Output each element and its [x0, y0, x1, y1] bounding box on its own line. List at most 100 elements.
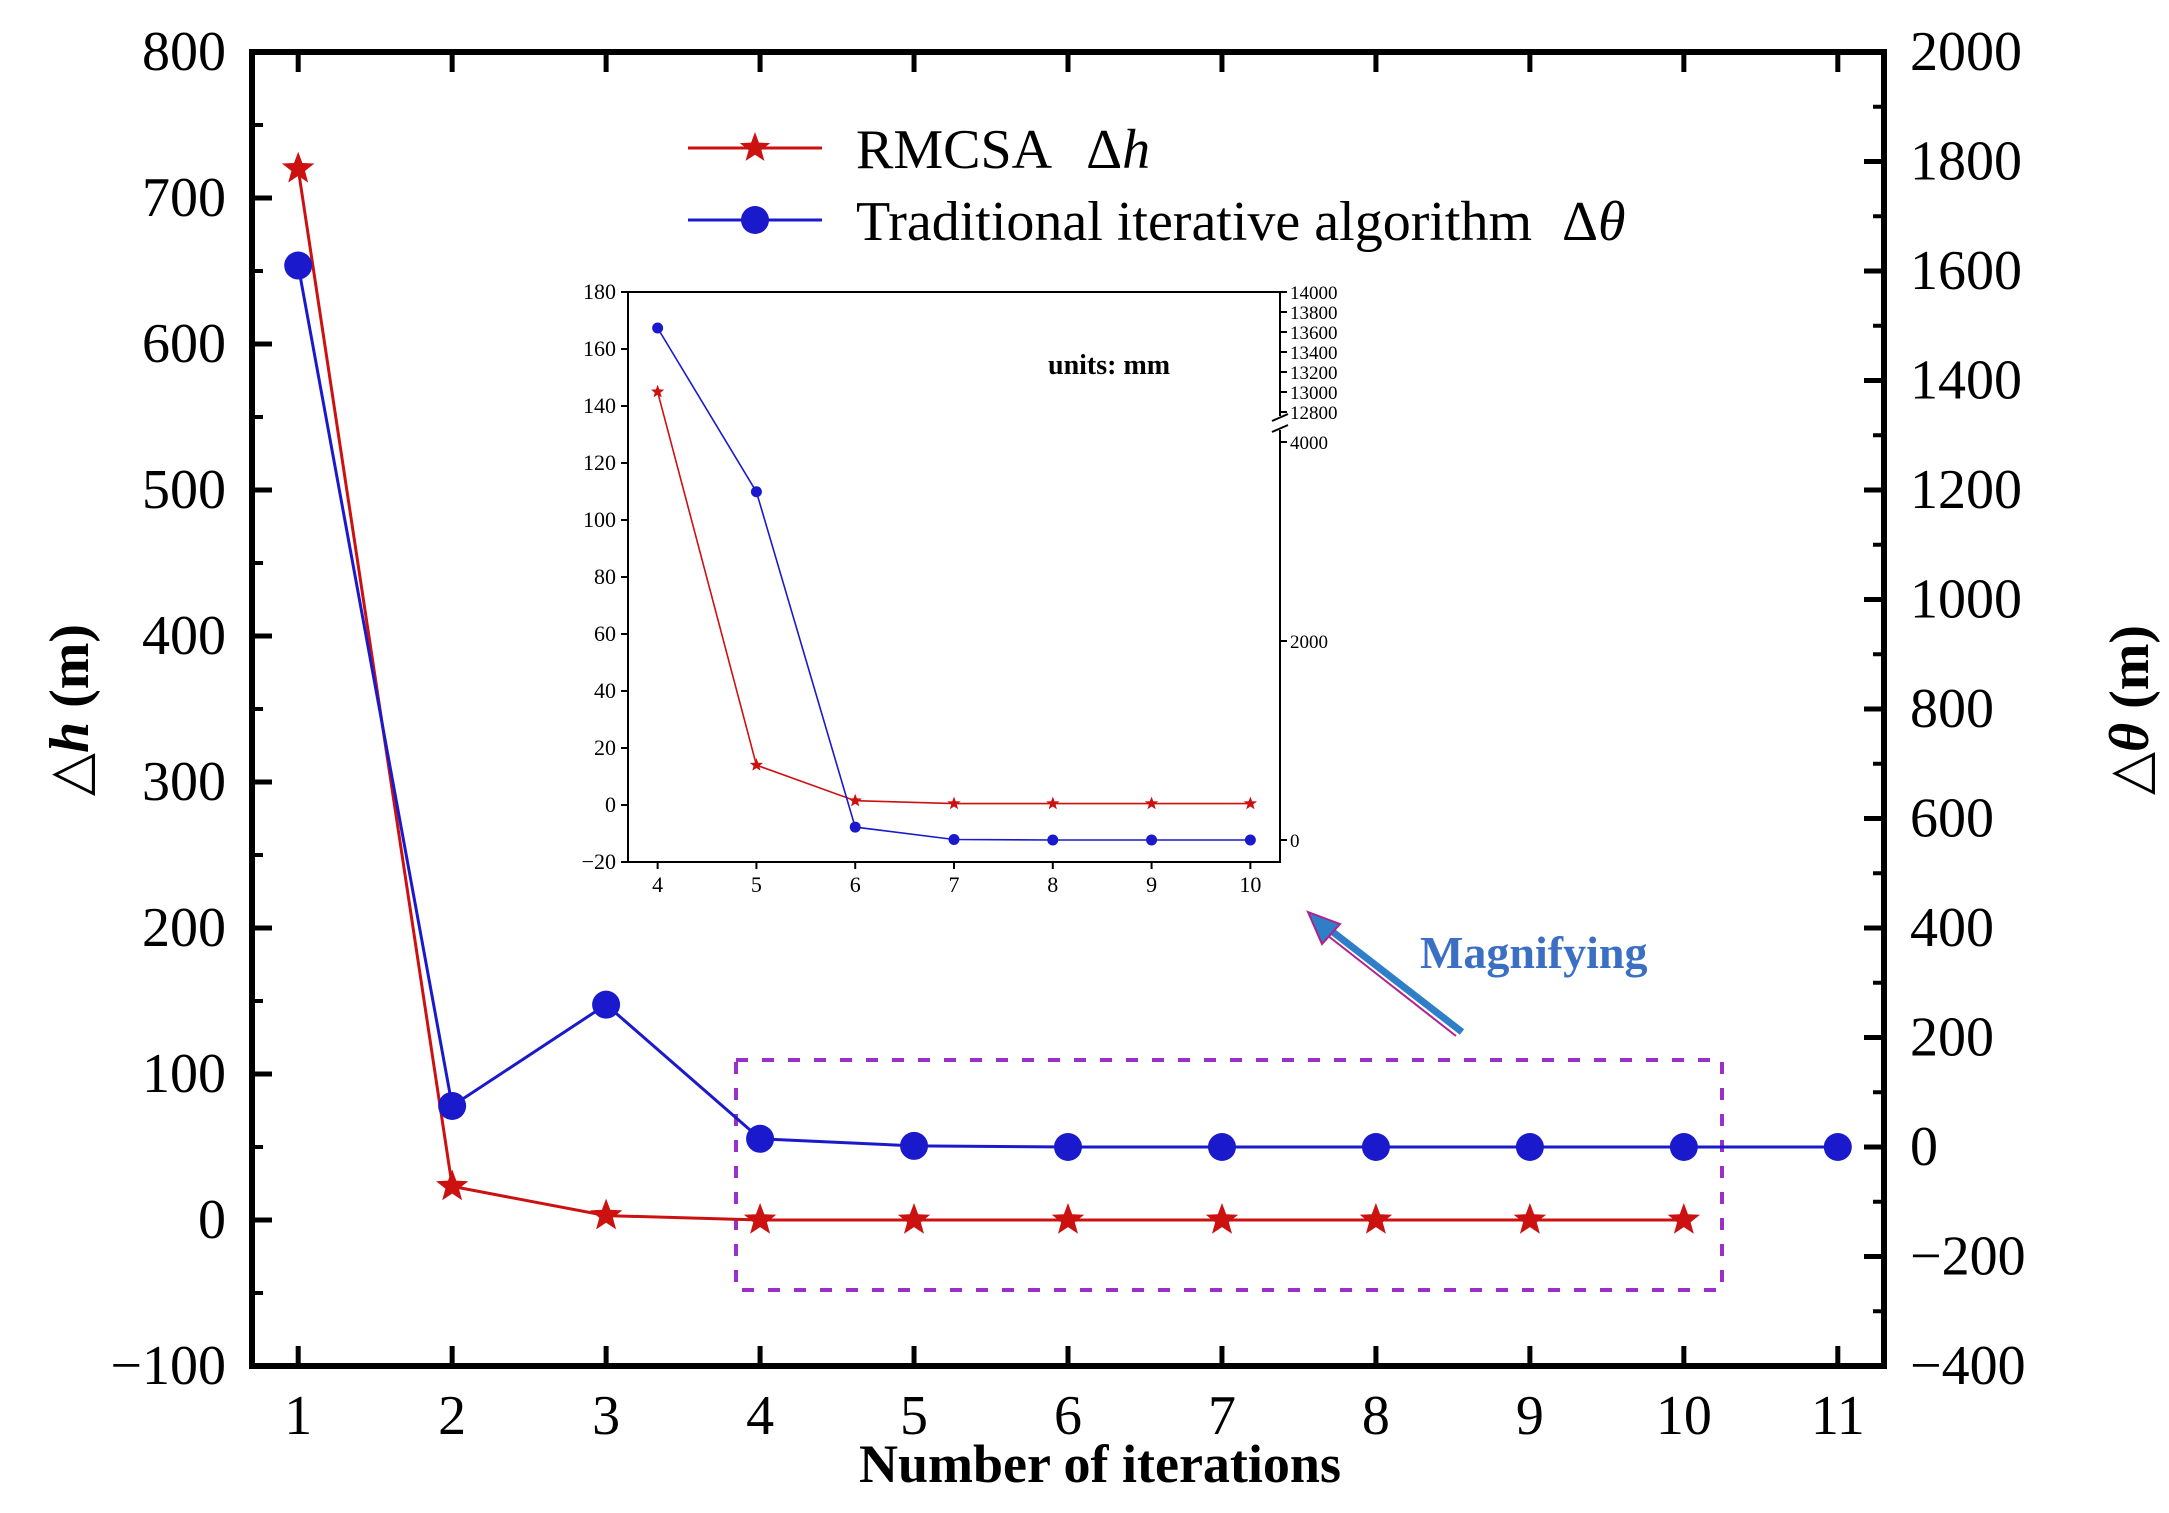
right-axis-title: △θ (m): [2099, 625, 2161, 795]
inset-right-tick-label: 12800: [1290, 403, 1338, 424]
traditional-point: [1515, 1133, 1544, 1161]
inset-units-note: units: mm: [1048, 350, 1170, 381]
x-tick-label: 11: [1811, 1385, 1865, 1447]
traditional-point: [1823, 1133, 1852, 1161]
inset-right-tick-label: 2000: [1290, 632, 1328, 653]
x-tick-label: 1: [284, 1385, 312, 1447]
right-axis-unit: (m): [2099, 625, 2161, 723]
legend-traditional-label: Traditional iterative algorithm Δθ: [856, 191, 1626, 253]
traditional-point: [438, 1091, 467, 1120]
left-tick-label: −100: [110, 1335, 226, 1397]
traditional-point: [1669, 1133, 1698, 1161]
inset-background: [628, 292, 1280, 862]
x-tick-label: 3: [592, 1385, 620, 1447]
inset-rmcsa-point: [848, 793, 862, 807]
traditional-point: [1361, 1133, 1390, 1161]
inset-right-tick-label: 14000: [1290, 283, 1338, 304]
magnify-arrow-shadow: [1317, 927, 1457, 1037]
inset-right-tick-label: 13200: [1290, 363, 1338, 384]
right-tick-label: −400: [1910, 1335, 2026, 1397]
rmcsa-point: [282, 151, 315, 183]
right-tick-label: 1800: [1910, 131, 2022, 193]
inset-right-tick-label: 13000: [1290, 383, 1338, 404]
inset-right-tick-label: 0: [1290, 831, 1300, 852]
legend-traditional-variable: θ: [1598, 191, 1626, 253]
rmcsa-point: [1667, 1203, 1700, 1234]
inset-x-tick-label: 5: [751, 872, 762, 897]
x-tick-label: 6: [1054, 1385, 1082, 1447]
traditional-point: [284, 251, 313, 280]
left-axis-ticks: −100 0 100 200 300 400 500 600 700 800: [110, 21, 272, 1397]
rmcsa-point: [1513, 1203, 1547, 1234]
right-tick-label: 400: [1910, 897, 1994, 959]
inset-right-tick-label: 13800: [1290, 303, 1338, 324]
main-series: [282, 151, 1852, 1234]
inset-rmcsa-point: [1243, 796, 1257, 810]
left-tick-label: 600: [142, 313, 226, 375]
left-axis-title: △h (m): [39, 624, 101, 796]
inset-x-tick-label: 6: [850, 872, 861, 897]
inset-x-tick-label: 7: [949, 872, 960, 897]
magnify-arrowhead: [1306, 910, 1342, 946]
left-tick-label: 800: [142, 21, 226, 83]
inset-left-tick-label: 20: [594, 735, 616, 760]
inset-traditional-point: [1047, 834, 1059, 846]
inset-left-tick-label: 80: [594, 564, 616, 589]
x-tick-label: 4: [746, 1385, 774, 1447]
traditional-point: [900, 1131, 929, 1160]
inset-traditional-point: [1244, 834, 1256, 846]
right-tick-label: 600: [1910, 788, 1994, 850]
inset-traditional-point: [652, 322, 664, 334]
right-axis-symbol: △: [2099, 752, 2161, 795]
inset-left-tick-label: 140: [583, 393, 616, 418]
left-tick-label: 300: [142, 751, 226, 813]
inset-left-tick-label: 120: [583, 450, 616, 475]
right-tick-label: −200: [1910, 1226, 2026, 1288]
inset-left-tick-label: −20: [582, 849, 616, 874]
inset-plot: −20 0 20 40 60 80 100 120 140 160 180 0 2000 4000 128…: [582, 279, 1338, 897]
rmcsa-point: [1051, 1203, 1085, 1234]
right-tick-label: 2000: [1910, 21, 2022, 83]
traditional-point: [1207, 1133, 1236, 1161]
inset-left-ticks: −20 0 20 40 60 80 100 120 140 160 180: [582, 279, 628, 874]
inset-left-tick-label: 160: [583, 336, 616, 361]
right-tick-label: 1000: [1910, 569, 2022, 631]
magnify-label: Magnifying: [1420, 927, 1647, 978]
left-tick-label: 400: [142, 605, 226, 667]
right-tick-label: 800: [1910, 678, 1994, 740]
inset-traditional-point: [948, 834, 960, 846]
x-tick-label: 8: [1362, 1385, 1390, 1447]
magnifying-annotation: Magnifying: [1306, 910, 1647, 1037]
inset-x-ticks: 4 5 6 7 8 9 10: [652, 862, 1261, 897]
inset-x-tick-label: 10: [1239, 872, 1261, 897]
legend-rmcsa-symbol: Δ: [1086, 119, 1122, 181]
traditional-point: [746, 1124, 775, 1153]
inset-left-tick-label: 0: [605, 792, 616, 817]
inset-traditional-point: [750, 486, 762, 498]
left-tick-label: 0: [198, 1189, 226, 1251]
inset-rmcsa-point: [947, 796, 961, 810]
x-tick-label: 7: [1208, 1385, 1236, 1447]
right-tick-label: 1200: [1910, 459, 2022, 521]
right-tick-label: 1600: [1910, 240, 2022, 302]
left-axis-variable: h: [39, 722, 101, 753]
rmcsa-point: [1359, 1203, 1393, 1234]
left-tick-label: 500: [142, 459, 226, 521]
inset-rmcsa-point: [651, 384, 665, 398]
inset-x-tick-label: 4: [652, 872, 663, 897]
left-axis-unit: (m): [39, 624, 101, 722]
magnify-arrow-shaft: [1317, 919, 1465, 1035]
legend-rmcsa-marker: [739, 132, 771, 161]
right-tick-label: 200: [1910, 1007, 1994, 1069]
x-tick-label: 2: [438, 1385, 466, 1447]
legend-traditional-symbol: Δ: [1562, 191, 1598, 253]
inset-left-tick-label: 60: [594, 621, 616, 646]
inset-left-tick-label: 40: [594, 678, 616, 703]
rmcsa-point: [743, 1203, 777, 1234]
rmcsa-line: [296, 168, 1684, 1222]
inset-series: [651, 322, 1257, 846]
left-tick-label: 700: [142, 167, 226, 229]
inset-left-tick-label: 100: [583, 507, 616, 532]
inset-traditional-point: [849, 821, 861, 833]
